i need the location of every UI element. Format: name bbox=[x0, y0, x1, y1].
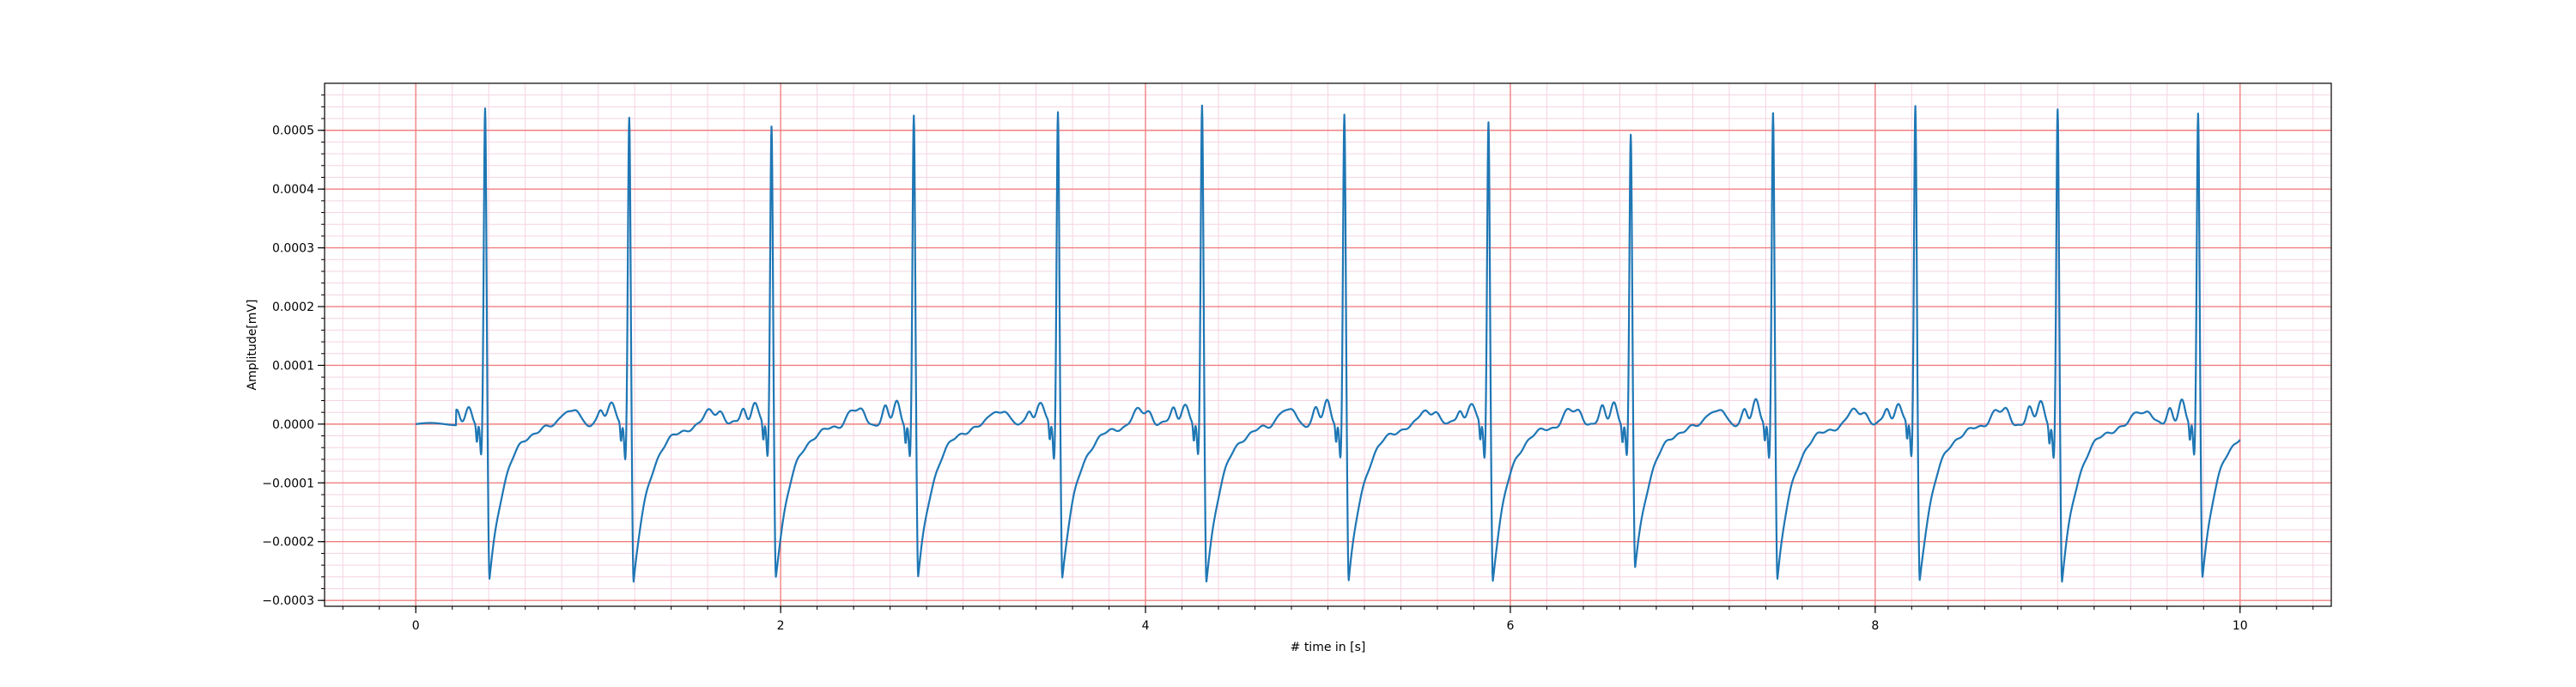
y-tick-label: 0.0005 bbox=[272, 125, 314, 138]
y-tick-label: 0.0002 bbox=[272, 301, 314, 314]
ecg-series-line bbox=[415, 104, 2241, 583]
y-tick-label: 0.0001 bbox=[272, 359, 314, 373]
x-tick-label: 0 bbox=[412, 619, 420, 633]
y-axis-label: Amplitude[mV] bbox=[246, 300, 259, 391]
y-axis: −0.0003 −0.0002 −0.0001 0.0000 0.0001 0.0002 0… bbox=[262, 94, 325, 608]
y-tick-label: 0.0004 bbox=[272, 183, 314, 197]
y-tick-label: −0.0003 bbox=[262, 594, 314, 608]
x-axis-label: # time in [s] bbox=[1291, 641, 1366, 654]
x-tick-label: 8 bbox=[1871, 619, 1879, 633]
y-tick-label: 0.0003 bbox=[272, 242, 314, 256]
minor-grid bbox=[325, 83, 2331, 606]
x-tick-label: 6 bbox=[1506, 619, 1514, 633]
y-tick-label: −0.0002 bbox=[262, 536, 314, 550]
x-tick-label: 4 bbox=[1142, 619, 1150, 633]
major-grid bbox=[325, 83, 2331, 606]
y-tick-label: 0.0000 bbox=[272, 418, 314, 432]
x-tick-label: 2 bbox=[777, 619, 785, 633]
y-tick-label: −0.0001 bbox=[262, 477, 314, 490]
x-tick-label: 10 bbox=[2233, 619, 2248, 633]
x-axis: 0 2 4 6 8 10 bbox=[342, 606, 2314, 633]
